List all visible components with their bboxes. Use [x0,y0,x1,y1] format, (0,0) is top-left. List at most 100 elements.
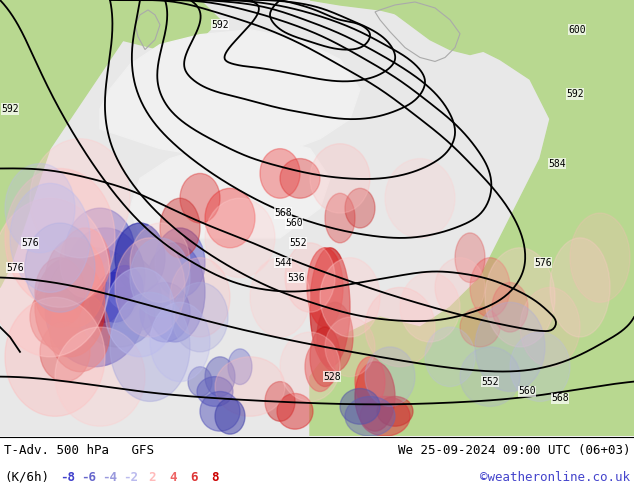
Ellipse shape [360,396,410,436]
Text: T-Adv. 500 hPa   GFS: T-Adv. 500 hPa GFS [4,443,154,457]
Text: 4: 4 [169,470,177,484]
Ellipse shape [90,282,120,322]
Ellipse shape [377,396,413,426]
Ellipse shape [400,272,460,342]
Text: 560: 560 [518,387,536,396]
Ellipse shape [307,248,343,327]
Ellipse shape [340,389,380,424]
Polygon shape [380,0,520,54]
Ellipse shape [460,347,520,406]
Text: 584: 584 [548,159,566,169]
Ellipse shape [99,254,161,331]
Text: -6: -6 [82,470,96,484]
Ellipse shape [365,288,435,367]
Ellipse shape [345,188,375,228]
Ellipse shape [317,302,353,372]
Ellipse shape [485,248,555,347]
Text: -4: -4 [103,470,117,484]
Ellipse shape [470,258,510,317]
Text: 2: 2 [148,470,156,484]
Ellipse shape [305,342,335,392]
Ellipse shape [460,307,500,347]
Polygon shape [0,0,130,288]
Ellipse shape [35,258,105,357]
Text: 592: 592 [566,89,584,99]
Ellipse shape [50,293,110,372]
Text: 560: 560 [285,218,303,228]
Polygon shape [0,297,220,436]
Ellipse shape [5,169,115,307]
Text: 600: 600 [568,24,586,35]
Ellipse shape [115,238,185,337]
Ellipse shape [520,288,580,367]
Ellipse shape [188,367,212,396]
Ellipse shape [510,332,570,401]
Ellipse shape [130,223,190,302]
Text: 552: 552 [289,238,307,248]
Text: 6: 6 [190,470,198,484]
Ellipse shape [492,282,528,332]
Text: 576: 576 [6,263,24,272]
Ellipse shape [110,293,190,401]
Ellipse shape [55,327,145,426]
Text: 592: 592 [211,20,229,30]
Text: 592: 592 [1,104,19,114]
Ellipse shape [205,188,255,248]
Ellipse shape [355,362,395,431]
Text: We 25-09-2024 09:00 UTC (06+03): We 25-09-2024 09:00 UTC (06+03) [398,443,630,457]
Ellipse shape [197,377,233,406]
Ellipse shape [105,268,175,357]
Ellipse shape [365,347,415,406]
Ellipse shape [60,228,110,297]
Ellipse shape [385,159,455,238]
Ellipse shape [215,357,285,416]
Text: 568: 568 [551,393,569,403]
Text: 8: 8 [211,470,219,484]
Ellipse shape [5,164,75,253]
Ellipse shape [95,272,135,322]
Polygon shape [310,0,634,436]
Ellipse shape [200,392,240,431]
Ellipse shape [355,357,385,406]
Polygon shape [100,30,360,159]
Text: 528: 528 [323,371,341,382]
Ellipse shape [5,297,105,416]
Ellipse shape [180,173,220,223]
Text: 576: 576 [21,238,39,248]
Polygon shape [0,0,220,49]
Ellipse shape [40,322,90,382]
Ellipse shape [310,248,350,367]
Ellipse shape [140,282,190,342]
Ellipse shape [550,238,610,337]
Ellipse shape [150,302,210,382]
Ellipse shape [30,139,130,258]
Text: (K/6h): (K/6h) [4,470,49,484]
Ellipse shape [280,332,340,401]
Text: 568: 568 [274,208,292,218]
Ellipse shape [260,148,300,198]
Ellipse shape [145,243,205,342]
Ellipse shape [45,238,105,327]
Text: 576: 576 [534,258,552,268]
Ellipse shape [25,223,95,312]
Ellipse shape [205,198,275,277]
Ellipse shape [277,393,313,429]
Ellipse shape [30,288,80,347]
Text: 544: 544 [274,258,292,268]
Ellipse shape [265,382,295,421]
Ellipse shape [280,159,320,198]
Ellipse shape [285,243,335,312]
Ellipse shape [130,238,190,317]
Ellipse shape [310,327,340,387]
Text: -8: -8 [60,470,75,484]
Ellipse shape [107,266,143,309]
Ellipse shape [425,327,475,387]
Ellipse shape [0,198,110,357]
Ellipse shape [170,258,230,337]
Text: -2: -2 [124,470,138,484]
Polygon shape [130,139,330,238]
Ellipse shape [215,398,245,434]
Ellipse shape [155,228,205,297]
Ellipse shape [85,287,155,347]
Text: 552: 552 [481,377,499,387]
